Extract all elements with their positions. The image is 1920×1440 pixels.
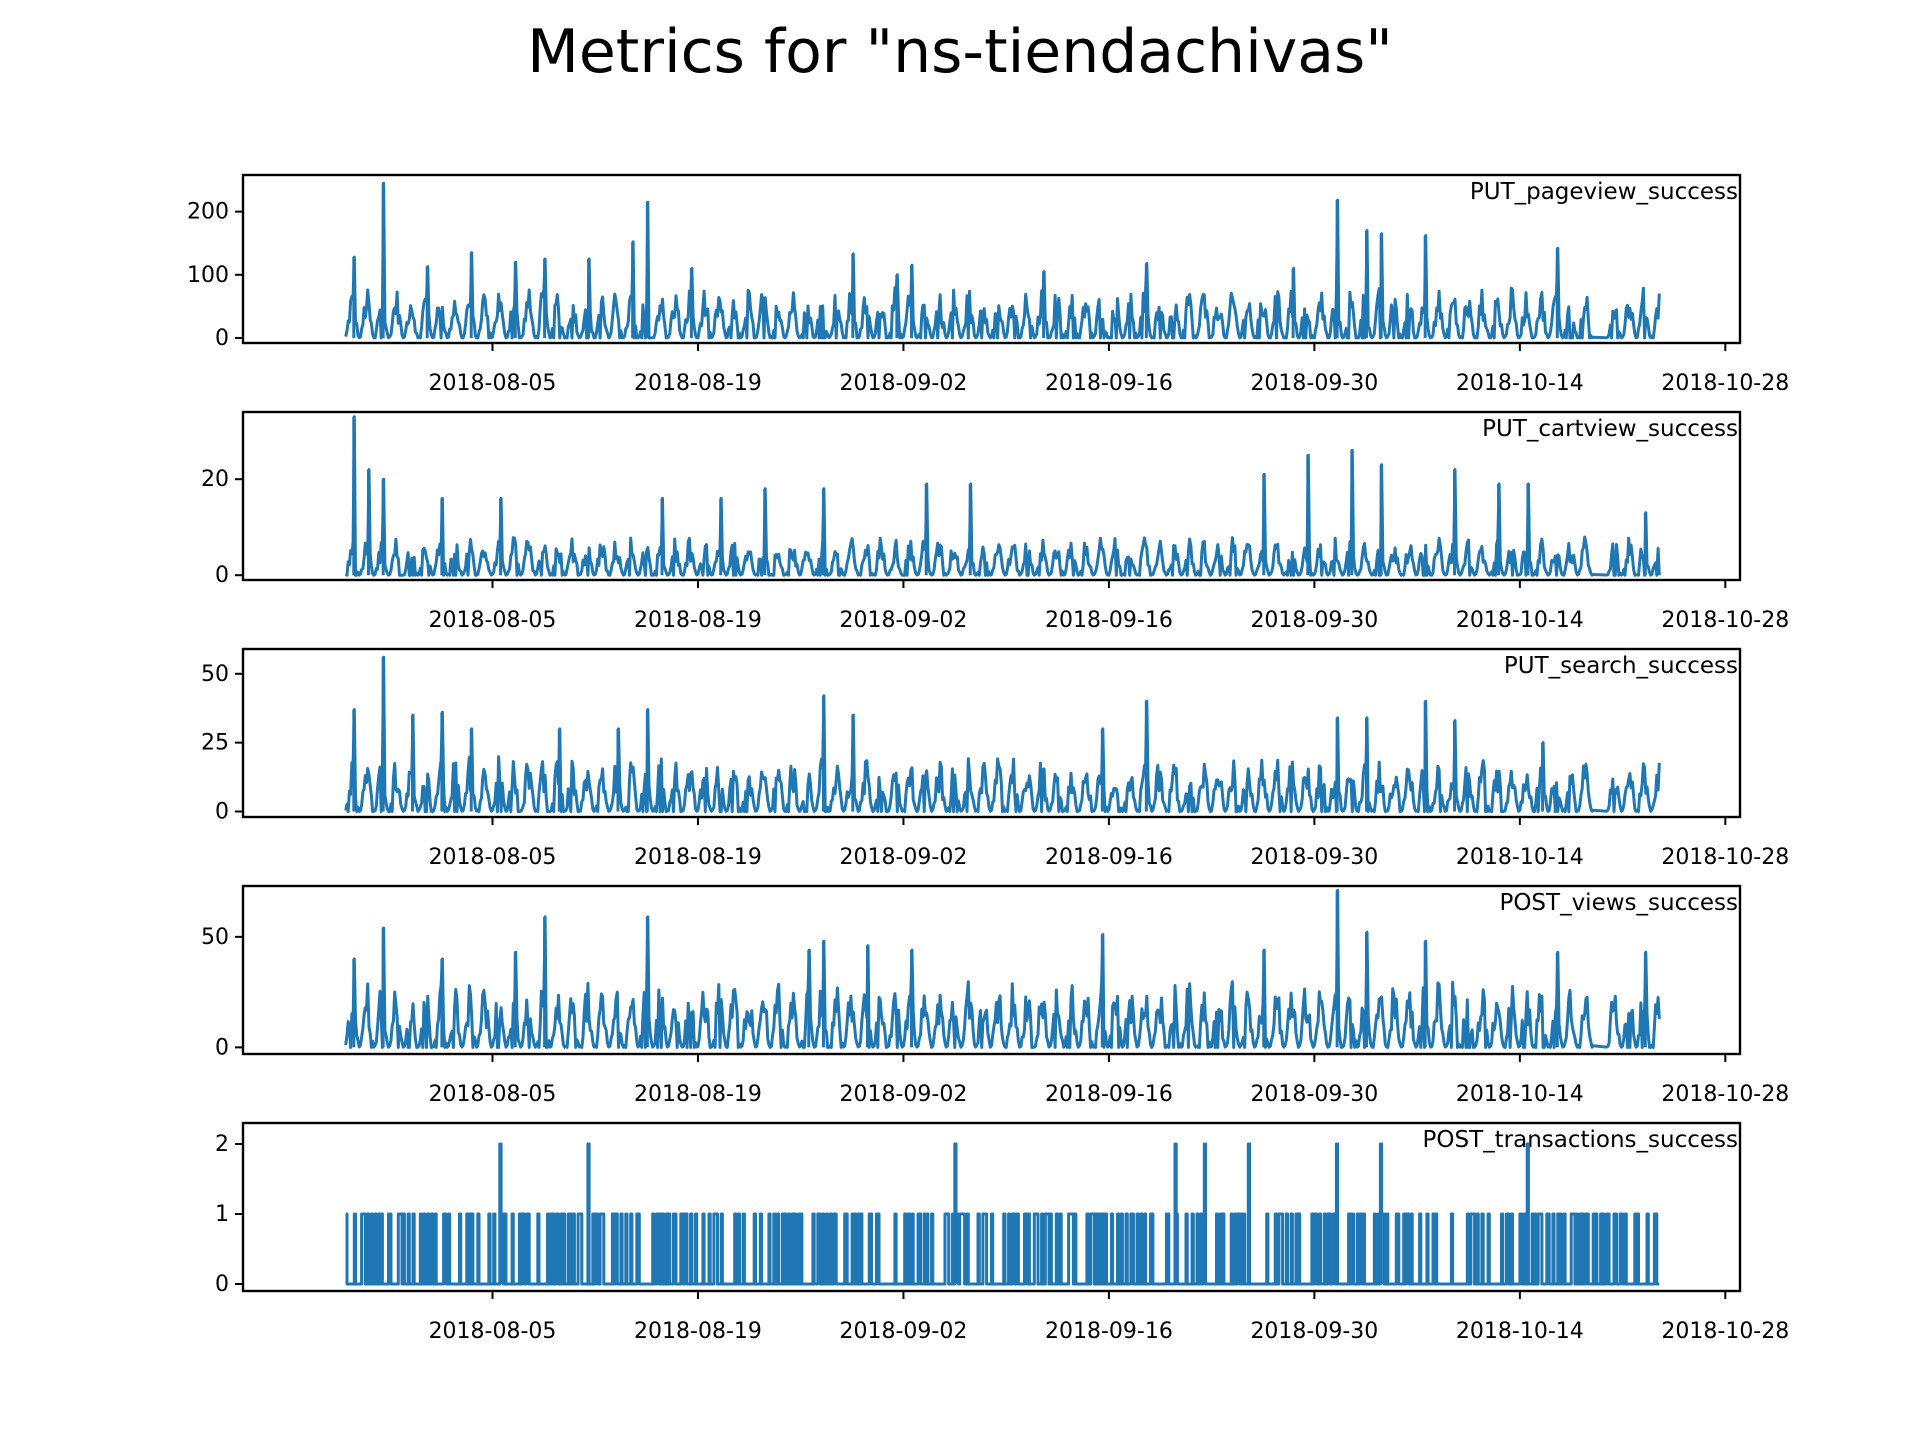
- y-tick-label: 50: [201, 925, 229, 950]
- y-tick-label: 25: [201, 731, 229, 756]
- x-tick-label: 2018-09-02: [840, 371, 968, 396]
- x-tick-label: 2018-08-19: [634, 1082, 762, 1107]
- axes-frame: [241, 1121, 1742, 1293]
- axes-frame: [241, 173, 1742, 345]
- x-tick-label: 2018-08-19: [634, 608, 762, 633]
- x-tick-label: 2018-09-02: [840, 845, 968, 870]
- x-tick-label: 2018-10-14: [1456, 845, 1584, 870]
- x-tick-label: 2018-10-14: [1456, 371, 1584, 396]
- x-tick-label: 2018-09-02: [840, 608, 968, 633]
- x-tick-label: 2018-08-19: [634, 845, 762, 870]
- axes-frame: [241, 410, 1742, 582]
- series-label: PUT_search_success: [1504, 653, 1738, 679]
- axes-frame: [241, 647, 1742, 819]
- subplot: 0 20 2018-08-05 2018-08-19 2018-09-02 2018-09…: [201, 410, 1789, 633]
- x-tick-label: 2018-09-16: [1045, 1082, 1173, 1107]
- x-tick-label: 2018-10-28: [1661, 371, 1789, 396]
- y-tick-label: 0: [215, 1272, 229, 1297]
- series-label: POST_views_success: [1499, 890, 1738, 916]
- x-tick-label: 2018-09-16: [1045, 608, 1173, 633]
- x-tick-label: 2018-08-19: [634, 371, 762, 396]
- x-tick-label: 2018-09-16: [1045, 371, 1173, 396]
- y-tick-label: 200: [187, 200, 229, 225]
- x-tick-label: 2018-09-30: [1250, 371, 1378, 396]
- x-tick-label: 2018-08-05: [429, 371, 557, 396]
- x-tick-label: 2018-09-30: [1250, 1319, 1378, 1344]
- x-tick-label: 2018-09-30: [1250, 1082, 1378, 1107]
- x-tick-label: 2018-09-02: [840, 1319, 968, 1344]
- subplot: 0 25 50 2018-08-05 2018-08-19 2018-09-02 2018-…: [201, 647, 1789, 870]
- y-tick-label: 0: [215, 563, 229, 588]
- x-tick-label: 2018-08-05: [429, 845, 557, 870]
- x-tick-label: 2018-09-16: [1045, 1319, 1173, 1344]
- x-tick-label: 2018-08-05: [429, 608, 557, 633]
- y-tick-label: 20: [201, 467, 229, 492]
- series-line: [344, 415, 1661, 577]
- y-tick-label: 0: [215, 1035, 229, 1060]
- series-label: PUT_pageview_success: [1470, 179, 1738, 205]
- series-line: [344, 181, 1661, 340]
- series-label: POST_transactions_success: [1423, 1127, 1739, 1153]
- subplot: 0 50 2018-08-05 2018-08-19 2018-09-02 2018-09…: [201, 884, 1789, 1107]
- x-tick-label: 2018-08-05: [429, 1319, 557, 1344]
- y-tick-label: 100: [187, 263, 229, 288]
- chart-title: Metrics for "ns-tiendachivas": [527, 17, 1393, 87]
- y-tick-label: 0: [215, 799, 229, 824]
- x-tick-label: 2018-10-14: [1456, 1319, 1584, 1344]
- x-tick-label: 2018-09-30: [1250, 845, 1378, 870]
- axes-frame: [241, 884, 1742, 1056]
- subplot: 0 100 200 2018-08-05 2018-08-19 2018-09-02 201…: [187, 173, 1789, 396]
- x-tick-label: 2018-09-02: [840, 1082, 968, 1107]
- series-label: PUT_cartview_success: [1482, 416, 1738, 442]
- x-tick-label: 2018-10-14: [1456, 608, 1584, 633]
- x-tick-label: 2018-09-16: [1045, 845, 1173, 870]
- y-tick-label: 1: [215, 1202, 229, 1227]
- subplot: 0 1 2 2018-08-05 2018-08-19 2018-09-02 2018-09…: [215, 1121, 1789, 1344]
- y-tick-label: 50: [201, 662, 229, 687]
- series-line: [344, 655, 1661, 813]
- x-tick-label: 2018-10-28: [1661, 1319, 1789, 1344]
- x-tick-label: 2018-08-05: [429, 1082, 557, 1107]
- x-tick-label: 2018-10-28: [1661, 1082, 1789, 1107]
- x-tick-label: 2018-10-28: [1661, 845, 1789, 870]
- y-tick-label: 2: [215, 1132, 229, 1157]
- x-tick-label: 2018-10-28: [1661, 608, 1789, 633]
- x-tick-label: 2018-09-30: [1250, 608, 1378, 633]
- x-tick-label: 2018-08-19: [634, 1319, 762, 1344]
- series-line: [345, 1142, 1660, 1286]
- series-line: [344, 888, 1661, 1049]
- y-tick-label: 0: [215, 326, 229, 351]
- x-tick-label: 2018-10-14: [1456, 1082, 1584, 1107]
